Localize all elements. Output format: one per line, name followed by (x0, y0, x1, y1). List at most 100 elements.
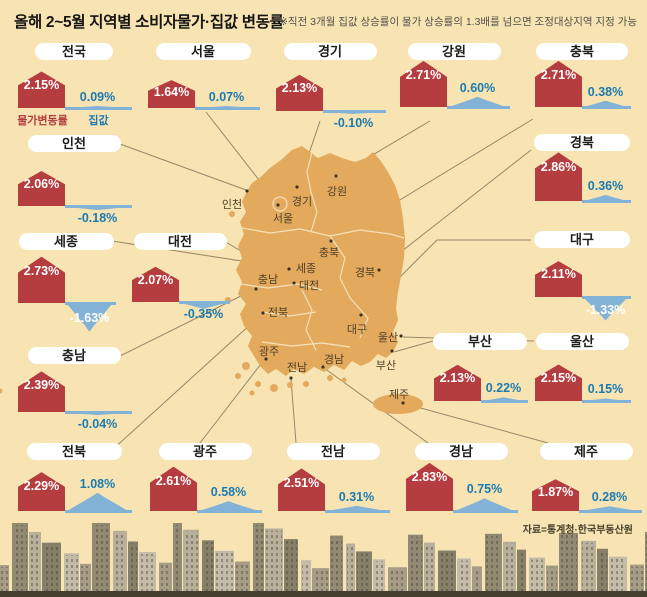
map-label-busan: 부산 (375, 360, 397, 372)
house-price-bump (67, 413, 128, 415)
region-pill-seoul: 서울 (155, 43, 251, 60)
legend-cpi-label: 물가변동률 (17, 115, 68, 127)
map-dot-daejeon (292, 281, 296, 285)
map-dot-sejong (287, 267, 291, 271)
cpi-value-label: 2.15% (540, 370, 577, 385)
house-price-value-label: -0.10% (333, 116, 374, 130)
cpi-value-label: 2.13% (281, 80, 318, 95)
house-price-baseline (65, 302, 116, 305)
region-card-daejeon: 대전 2.07% -0.35% (128, 233, 232, 383)
house-price-baseline (179, 301, 230, 304)
house-price-value-label: -0.35% (183, 307, 224, 321)
region-pill-busan: 부산 (433, 333, 527, 350)
region-pill-daegu: 대구 (534, 231, 630, 248)
house-price-bump (67, 106, 128, 108)
map-label-gyeonggi: 경기 (291, 196, 313, 208)
region-pill-jeonbuk: 전북 (26, 443, 122, 460)
region-pill-gangwon: 강원 (407, 43, 501, 60)
region-pill-gyeonggi: 경기 (283, 43, 377, 60)
house-price-value-label: 0.22% (485, 381, 522, 396)
house-price-bump (197, 106, 256, 108)
map-dot-jeonnam (289, 376, 293, 380)
city-skyline (0, 523, 647, 591)
region-card-jeonbuk: 전북 2.29% 1.08% (14, 443, 134, 593)
house-price-value-label: 0.28% (591, 490, 628, 505)
house-price-bump (584, 194, 627, 201)
region-pill-sejong: 세종 (18, 233, 114, 250)
map-label-gyeongbuk: 경북 (354, 267, 376, 279)
cpi-value-label: 2.86% (540, 159, 577, 174)
cpi-value-label: 2.73% (23, 263, 60, 278)
province-borders (239, 151, 405, 351)
map-label-gangwon: 강원 (326, 186, 348, 198)
house-price-value-label: -0.04% (77, 417, 118, 431)
house-price-value-label: 1.08% (79, 476, 116, 491)
region-card-sejong: 세종 2.73% -1.63% (14, 233, 118, 383)
region-pill-incheon: 인천 (27, 135, 121, 152)
house-price-bump (325, 112, 382, 114)
cpi-value-label: 2.83% (411, 470, 448, 485)
house-price-bump (455, 498, 514, 511)
house-price-baseline (65, 411, 132, 414)
map-dot-seoul (276, 203, 280, 207)
region-card-incheon: 인천 2.06% -0.18% (14, 135, 134, 285)
region-card-seoul: 서울 1.64% 0.07% (144, 43, 262, 193)
region-pill-gyeongbuk: 경북 (534, 134, 630, 151)
map-label-jeonnam: 전남 (286, 362, 308, 374)
house-price-bump (584, 100, 627, 107)
house-price-bump (584, 398, 627, 401)
map-dot-gyeonggi (295, 185, 299, 189)
map-label-daegu: 대구 (346, 324, 368, 336)
house-price-value-label: -1.33% (585, 303, 626, 318)
house-price-value-label: 0.58% (210, 485, 247, 500)
source-credit: 자료=통계청·한국부동산원 (522, 525, 633, 536)
house-price-baseline (197, 510, 262, 513)
house-price-value-label: 0.38% (587, 84, 624, 99)
cpi-value-label: 1.64% (153, 84, 190, 99)
house-price-baseline (582, 400, 631, 403)
house-price-bump (181, 303, 226, 309)
region-card-gangwon: 강원 2.71% 0.60% (396, 43, 512, 193)
region-card-gyeonggi: 경기 2.13% -0.10% (272, 43, 388, 193)
map-dot-ulsan (399, 334, 403, 338)
region-card-gwangju: 광주 2.61% 0.58% (146, 443, 264, 593)
cpi-value-label: 2.13% (439, 370, 476, 385)
coastal-islands (0, 211, 347, 396)
region-card-chungbuk: 충북 2.71% 0.38% (531, 43, 633, 193)
map-label-sejong: 세종 (295, 263, 317, 275)
map-label-chungnam: 충남 (257, 274, 279, 286)
map-label-seoul: 서울 (272, 213, 294, 225)
house-price-bump (199, 501, 258, 511)
region-card-busan: 부산 2.13% 0.22% (430, 333, 530, 483)
cpi-value-label: 2.06% (23, 176, 60, 191)
region-card-ulsan: 울산 2.15% 0.15% (531, 333, 633, 483)
house-price-bump (483, 397, 524, 401)
house-price-bump (581, 506, 638, 511)
region-card-jeju: 제주 1.87% 0.28% (528, 443, 644, 593)
map-label-daejeon: 대전 (298, 280, 320, 292)
house-price-value-label: 0.36% (587, 178, 624, 193)
map-dot-gangwon (334, 174, 338, 178)
region-pill-jeonnam: 전남 (286, 443, 380, 460)
map-dot-chungbuk (329, 239, 333, 243)
cpi-value-label: 2.07% (137, 272, 174, 287)
map-dot-jeonbuk (261, 311, 265, 315)
map-label-chungbuk: 충북 (318, 247, 340, 259)
map-dot-chungnam (254, 287, 258, 291)
region-card-daegu: 대구 2.11% -1.33% (531, 231, 633, 381)
region-pill-gyeongnam: 경남 (414, 443, 508, 460)
house-price-baseline (65, 205, 132, 208)
house-price-value-label: 0.09% (79, 90, 116, 104)
map-dot-incheon (245, 189, 249, 193)
house-price-value-label: 0.31% (338, 489, 375, 504)
cpi-value-label: 2.15% (23, 77, 60, 92)
region-card-jeonguk: 전국 2.15% 0.09% 물가변동률 집값 (14, 43, 134, 193)
map-label-gyeongnam: 경남 (323, 354, 345, 366)
house-price-baseline (582, 296, 631, 299)
map-label-ulsan: 울산 (377, 332, 399, 344)
map-label-gwangju: 광주 (258, 346, 280, 358)
map-dot-busan (390, 349, 394, 353)
region-card-gyeongnam: 경남 2.83% 0.75% (402, 443, 520, 593)
page-title: 올해 2~5월 지역별 소비자물가·집값 변동률 (14, 14, 284, 31)
house-price-bump (67, 492, 128, 511)
